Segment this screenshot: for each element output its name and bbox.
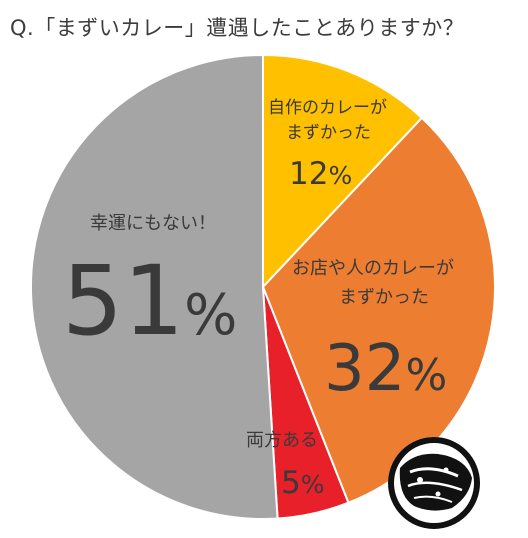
slice-label-line: 自作のカレーが bbox=[268, 98, 387, 118]
pie-slice-3 bbox=[29, 53, 279, 520]
slice-percent: 5% bbox=[281, 465, 325, 501]
pie-slices bbox=[29, 53, 496, 520]
slice-label-line: 両方ある bbox=[246, 430, 318, 451]
slice-percent: 12% bbox=[289, 156, 352, 192]
pie-slice-0 bbox=[262, 53, 424, 290]
question-title: Q.「まずいカレー」遭遇したことありますか？ bbox=[10, 16, 465, 40]
slice-label-line: まずかった bbox=[339, 287, 429, 308]
slice-label-line: まずかった bbox=[286, 123, 371, 143]
slice-percent: 51% bbox=[62, 245, 237, 357]
slice-label-line: 幸運にもない！ bbox=[90, 213, 216, 234]
logo-badge-icon bbox=[388, 437, 480, 529]
slice-percent: 32% bbox=[324, 332, 447, 406]
slice-label-line: お店や人のカレーが bbox=[292, 258, 454, 279]
